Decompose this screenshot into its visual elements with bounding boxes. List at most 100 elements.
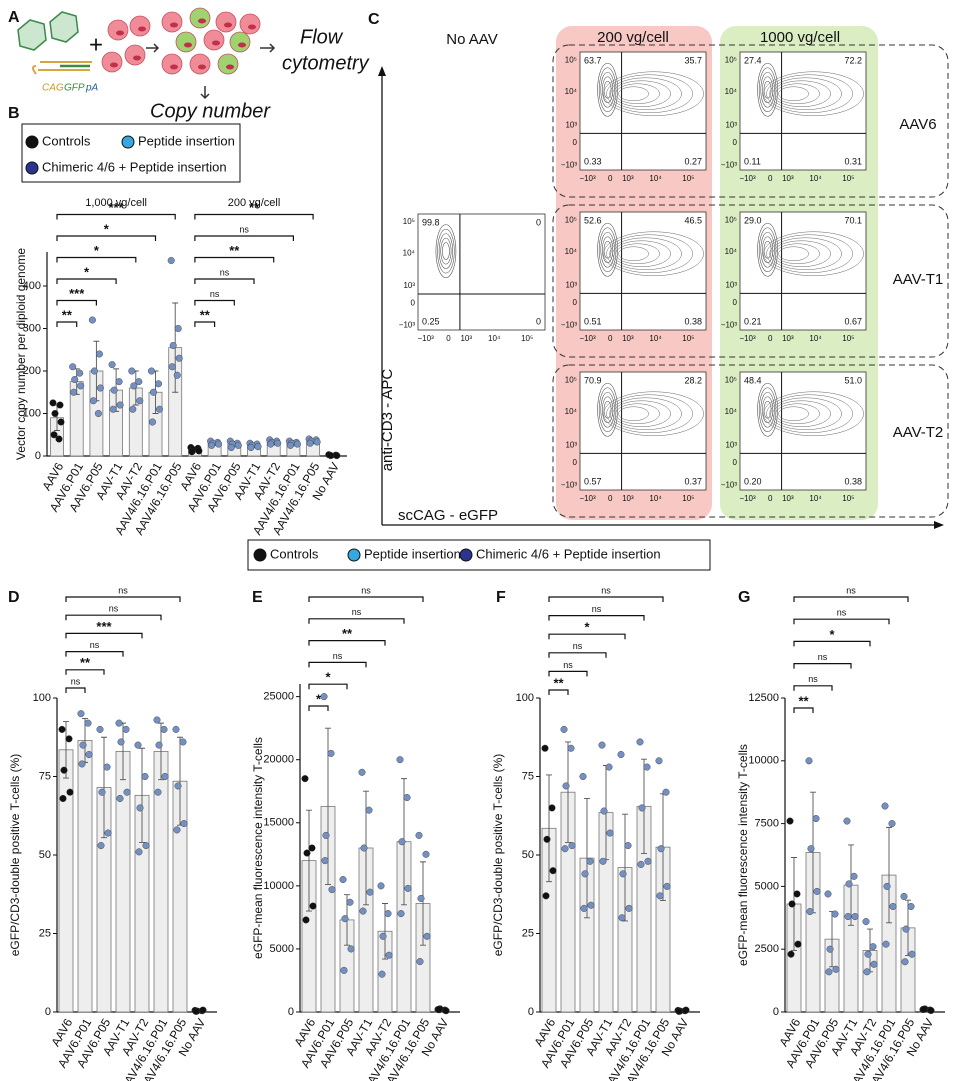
significance-bracket bbox=[793, 596, 909, 602]
data-point bbox=[154, 380, 162, 388]
significance-bracket bbox=[548, 615, 645, 621]
significance-label: ** bbox=[80, 655, 91, 670]
contour bbox=[609, 397, 682, 431]
contour bbox=[612, 80, 671, 108]
data-point bbox=[117, 738, 125, 746]
data-point bbox=[180, 820, 188, 828]
y-tick-label: 400 bbox=[23, 280, 41, 292]
contour bbox=[758, 67, 777, 113]
column-label: 1000 vg/cell bbox=[760, 29, 840, 46]
data-point bbox=[793, 890, 801, 898]
flow-y-tick: 10⁵ bbox=[565, 55, 577, 64]
data-point bbox=[98, 788, 106, 796]
significance-label: * bbox=[84, 264, 90, 279]
data-point bbox=[675, 1007, 683, 1015]
y-tick-label: 2500 bbox=[755, 943, 779, 955]
data-point bbox=[900, 892, 908, 900]
quadrant-value: 48.4 bbox=[744, 375, 762, 385]
data-point bbox=[327, 749, 335, 757]
data-point bbox=[561, 845, 569, 853]
data-point bbox=[60, 766, 68, 774]
significance-label: ** bbox=[200, 307, 211, 322]
data-point bbox=[863, 968, 871, 976]
data-point bbox=[807, 845, 815, 853]
data-point bbox=[234, 441, 242, 449]
error-bar bbox=[886, 826, 892, 924]
flow-y-tick: 10⁵ bbox=[725, 375, 737, 384]
significance-bracket bbox=[65, 651, 124, 657]
y-tick-label: 10000 bbox=[263, 880, 294, 892]
data-point bbox=[568, 842, 576, 850]
flow-x-tick: 10⁴ bbox=[649, 334, 662, 343]
significance-label: ns bbox=[601, 585, 611, 595]
legend-label: Chimeric 4/6 + Peptide insertion bbox=[476, 546, 661, 561]
flow-x-tick: 0 bbox=[768, 334, 773, 343]
data-point bbox=[84, 719, 92, 727]
quadrant-value: 0.38 bbox=[684, 316, 702, 326]
flow-plot-frame bbox=[579, 371, 707, 491]
arrowhead bbox=[378, 66, 386, 76]
flow-x-tick: 0 bbox=[608, 174, 613, 183]
data-point bbox=[149, 388, 157, 396]
flow-x-tick: 10⁴ bbox=[649, 174, 662, 183]
y-tick-label: 5000 bbox=[270, 943, 294, 955]
contour bbox=[615, 403, 660, 425]
significance-bracket bbox=[793, 685, 833, 691]
quadrant-value: 72.2 bbox=[844, 55, 862, 65]
y-tick-label: 0 bbox=[45, 1006, 51, 1018]
data-point bbox=[543, 835, 551, 843]
error-bar bbox=[101, 736, 107, 839]
error-bar bbox=[306, 809, 312, 912]
significance-bracket bbox=[548, 689, 569, 695]
significance-bracket bbox=[65, 614, 162, 621]
data-point bbox=[104, 829, 112, 837]
legend-label: Chimeric 4/6 + Peptide insertion bbox=[42, 159, 227, 174]
quadrant-value: 0.38 bbox=[844, 476, 862, 486]
significance-label: ** bbox=[342, 626, 353, 641]
cell bbox=[217, 53, 239, 75]
error-bar bbox=[546, 774, 552, 883]
data-point bbox=[560, 725, 568, 733]
data-point bbox=[320, 693, 328, 701]
data-point bbox=[115, 719, 123, 727]
significance-bracket bbox=[308, 640, 386, 646]
y-tick-label: 50 bbox=[522, 849, 534, 861]
quadrant-value: 29.0 bbox=[744, 215, 762, 225]
y-tick-label: 25 bbox=[522, 927, 534, 939]
flow-x-tick: 10³ bbox=[782, 334, 794, 343]
nucleus bbox=[198, 64, 206, 70]
significance-bracket bbox=[56, 213, 176, 220]
flow-y-tick: 0 bbox=[573, 458, 578, 467]
data-point bbox=[562, 782, 570, 790]
data-point bbox=[548, 804, 556, 812]
cell bbox=[203, 29, 225, 51]
significance-bracket bbox=[308, 596, 424, 602]
y-tick-label: 15000 bbox=[263, 817, 294, 829]
data-point bbox=[302, 916, 310, 924]
significance-bracket bbox=[793, 707, 814, 713]
data-point bbox=[617, 751, 625, 759]
data-point bbox=[134, 741, 142, 749]
quadrant-value: 70.1 bbox=[844, 215, 862, 225]
flow-y-tick: 10⁴ bbox=[725, 407, 738, 416]
legend-box bbox=[247, 539, 711, 571]
nucleus bbox=[224, 22, 232, 28]
significance-label: ns bbox=[837, 608, 847, 618]
contour bbox=[763, 231, 864, 277]
capsid bbox=[17, 19, 47, 51]
significance-label: * bbox=[316, 691, 322, 706]
data-point bbox=[385, 951, 393, 959]
data-point bbox=[889, 902, 897, 910]
data-point bbox=[403, 794, 411, 802]
data-point bbox=[682, 1006, 690, 1014]
data-point bbox=[195, 447, 203, 455]
data-point bbox=[888, 820, 896, 828]
quadrant-value: 99.8 bbox=[422, 217, 440, 227]
flow-y-tick: 10⁴ bbox=[725, 87, 738, 96]
legend-marker bbox=[347, 548, 361, 562]
flow-x-tick: 10⁴ bbox=[488, 334, 501, 343]
nucleus bbox=[116, 30, 124, 36]
data-point bbox=[168, 363, 176, 371]
flow-plot-frame bbox=[739, 211, 867, 331]
legend-marker bbox=[459, 548, 473, 562]
